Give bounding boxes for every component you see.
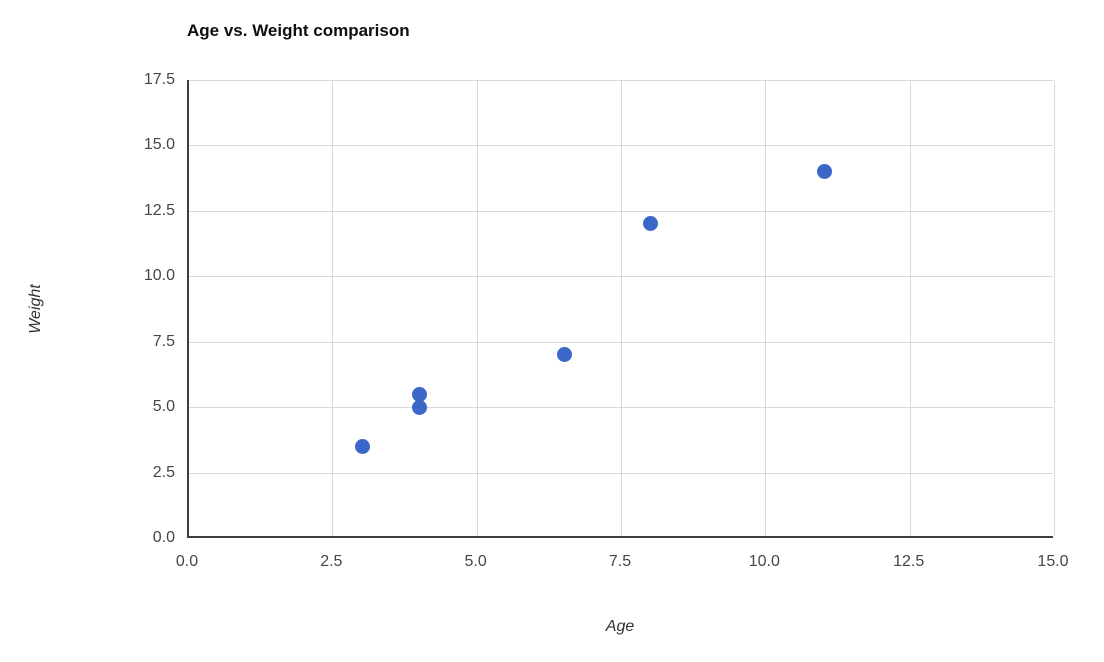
- x-tick-label: 12.5: [893, 553, 925, 570]
- gridline-horizontal: [189, 210, 1053, 212]
- gridline-horizontal: [189, 407, 1053, 409]
- gridline-vertical: [476, 80, 478, 536]
- gridline-horizontal: [189, 341, 1053, 343]
- y-tick-label: 12.5: [143, 201, 175, 219]
- gridline-horizontal: [189, 145, 1053, 147]
- gridline-horizontal: [189, 472, 1053, 474]
- y-axis-label: Weight: [27, 284, 44, 334]
- y-tick-label: 7.5: [152, 332, 175, 350]
- x-axis-label: Age: [605, 618, 635, 635]
- y-tick-label: 0.0: [152, 529, 175, 546]
- y-tick-label: 10.0: [143, 267, 175, 285]
- x-tick-label: 7.5: [608, 553, 632, 570]
- y-tick-label: 2.5: [152, 463, 175, 481]
- x-tick-label: 10.0: [748, 553, 780, 570]
- x-tick-label: 5.0: [464, 553, 487, 570]
- x-tick-label: 0.0: [175, 553, 199, 570]
- y-tick-label: 5.0: [152, 398, 175, 416]
- chart-title: Age vs. Weight comparison: [187, 21, 410, 40]
- gridline-horizontal: [189, 276, 1053, 278]
- data-point: [816, 164, 832, 180]
- data-point: [412, 399, 428, 415]
- gridline-vertical: [909, 80, 911, 536]
- plot-area: [187, 80, 1055, 538]
- gridline-vertical: [332, 80, 334, 536]
- data-point: [412, 386, 428, 402]
- gridline-vertical: [765, 80, 767, 536]
- x-tick-label: 2.5: [320, 553, 343, 570]
- gridline-vertical: [1054, 80, 1055, 536]
- data-point: [643, 216, 659, 232]
- data-point: [354, 438, 370, 454]
- y-tick-label: 15.0: [143, 136, 175, 154]
- y-tick-label: 17.5: [143, 71, 175, 88]
- gridline-vertical: [621, 80, 622, 536]
- x-tick-label: 15.0: [1037, 553, 1069, 570]
- gridline-horizontal: [189, 80, 1053, 81]
- data-point: [556, 347, 572, 363]
